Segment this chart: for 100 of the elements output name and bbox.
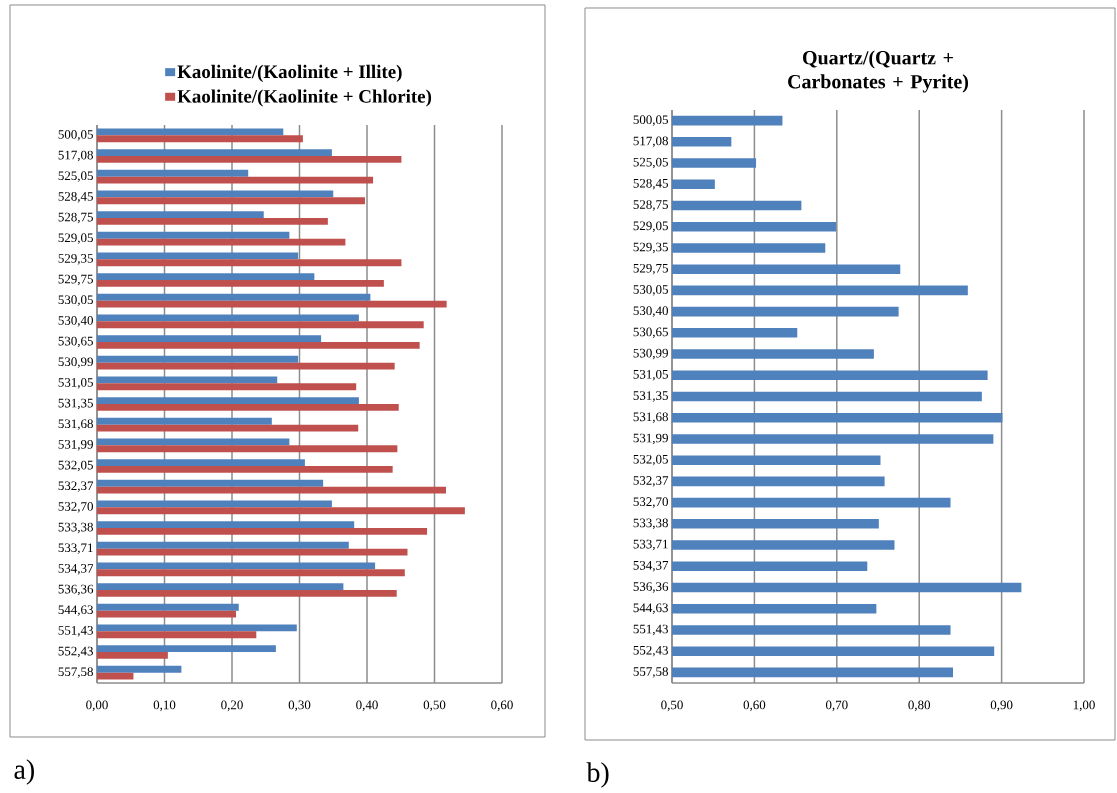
bar [97, 541, 349, 549]
y-tick-label: 544,63 [58, 605, 93, 616]
y-tick-label: 532,70 [58, 502, 93, 513]
x-tick-label: 0,50 [423, 700, 446, 712]
bar [97, 342, 420, 349]
y-tick-label: 517,08 [633, 136, 668, 148]
y-tick-label: 525,05 [58, 171, 93, 182]
x-tick-label: 0,60 [743, 700, 766, 712]
y-tick-label: 552,43 [58, 646, 93, 658]
y-tick-label: 536,36 [58, 584, 94, 596]
bar [97, 603, 239, 611]
y-tick-label: 532,05 [58, 460, 93, 472]
y-tick-label: 557,58 [633, 667, 668, 678]
y-tick-label: 551,43 [633, 624, 668, 636]
y-tick-label: 533,38 [58, 522, 93, 534]
legend-label: Kaolinite/(Kaolinite + Illite) [177, 64, 402, 82]
y-tick-label: 531,35 [633, 391, 668, 402]
x-tick-label: 0,20 [221, 700, 243, 712]
y-tick-label: 528,45 [58, 192, 93, 203]
x-tick-label: 0,80 [908, 700, 931, 712]
bar [97, 169, 249, 177]
x-tick-label: 0,90 [990, 700, 1013, 712]
bar [97, 404, 399, 411]
y-tick-label: 531,05 [58, 378, 93, 389]
bar [97, 417, 272, 425]
y-tick-label: 532,37 [633, 476, 669, 487]
y-tick-label: 530,65 [633, 327, 668, 339]
y-tick-label: 534,37 [58, 564, 94, 575]
bar [97, 259, 402, 267]
bar [97, 528, 428, 535]
text: b) [586, 762, 609, 788]
y-tick-label: 551,43 [58, 626, 93, 637]
bar [97, 459, 305, 466]
bar [97, 218, 328, 225]
chart-title: Quartz/(Quartz + Carbonates + Pyrite) [788, 50, 969, 93]
bar [97, 280, 384, 287]
x-tick-label: 0,10 [153, 700, 176, 712]
bar [97, 466, 393, 473]
y-tick-label: 529,35 [633, 242, 668, 254]
y-tick-label: 528,75 [633, 200, 668, 211]
bar [97, 383, 357, 391]
bar [97, 569, 405, 577]
y-tick-label: 529,35 [58, 254, 93, 265]
y-tick-label: 531,05 [633, 369, 668, 381]
x-tick-label: 0,50 [661, 700, 683, 712]
bar [97, 645, 276, 653]
bar [97, 479, 324, 487]
bar [97, 273, 315, 280]
bar [97, 293, 371, 301]
legend-label: Kaolinite/(Kaolinite + Chlorite) [177, 89, 432, 107]
bar [97, 397, 359, 404]
y-tick-label: 529,05 [633, 221, 668, 233]
y-tick-label: 531,68 [58, 419, 93, 430]
y-tick-label: 552,43 [633, 645, 668, 657]
text: a) [14, 759, 34, 785]
y-tick-label: 500,05 [58, 130, 93, 141]
y-tick-label: 532,70 [633, 497, 668, 508]
bar [97, 583, 344, 590]
y-tick-label: 529,75 [58, 274, 93, 286]
y-tick-label: 525,05 [633, 157, 668, 169]
y-tick-label: 531,68 [633, 412, 668, 424]
bar [97, 231, 290, 239]
bar [97, 631, 257, 639]
x-tick-label: 0,60 [491, 700, 513, 712]
bar [97, 135, 303, 143]
y-tick-label: 530,40 [58, 316, 93, 327]
y-tick-label: 532,37 [58, 481, 94, 492]
bar [97, 149, 332, 156]
y-tick-label: 533,71 [58, 543, 93, 554]
y-tick-label: 530,05 [633, 285, 668, 296]
bar [97, 507, 465, 515]
y-tick-label: 530,99 [58, 357, 93, 368]
bar [97, 665, 182, 673]
bar [97, 211, 264, 218]
x-tick-label: 0,30 [288, 700, 311, 712]
y-tick-label: 532,05 [633, 454, 668, 466]
y-tick-label: 500,05 [633, 115, 668, 126]
y-tick-label: 530,05 [58, 295, 93, 306]
y-tick-label: 529,75 [633, 263, 668, 275]
bar [97, 521, 355, 528]
x-tick-label: 1,00 [1073, 700, 1095, 712]
y-tick-label: 528,75 [58, 212, 93, 224]
y-tick-label: 530,99 [633, 348, 668, 360]
y-tick-label: 531,35 [58, 398, 93, 410]
y-tick-label: 517,08 [58, 150, 93, 162]
x-tick-label: 0,40 [356, 700, 378, 712]
y-tick-label: 531,99 [633, 433, 668, 445]
y-tick-label: 534,37 [633, 561, 669, 572]
y-tick-label: 531,99 [58, 440, 93, 451]
y-tick-label: 528,45 [633, 178, 668, 190]
y-tick-label: 533,71 [633, 539, 668, 551]
bar [97, 335, 322, 342]
bar [97, 652, 168, 659]
bar [97, 197, 365, 205]
x-tick-label: 0,70 [825, 700, 848, 712]
bar [97, 321, 424, 329]
y-tick-label: 544,63 [633, 603, 668, 615]
y-tick-label: 530,65 [58, 336, 93, 348]
bar [97, 590, 397, 597]
y-tick-label: 530,40 [633, 306, 668, 317]
